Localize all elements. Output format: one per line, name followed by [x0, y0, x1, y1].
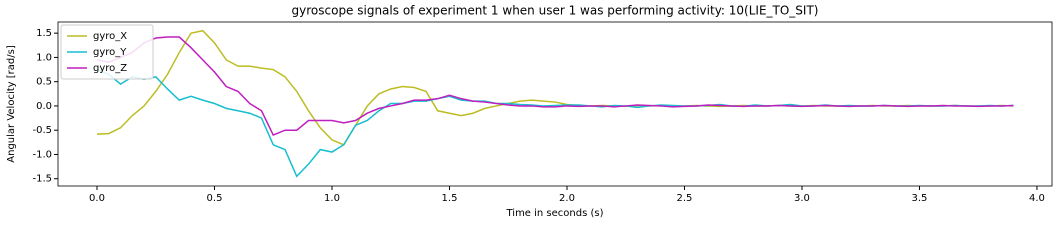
y-axis-label: Angular Velocity [rad/s] — [6, 45, 17, 163]
x-tick-label: 3.0 — [794, 193, 810, 204]
y-tick-label: 1.5 — [36, 28, 52, 39]
x-tick-label: 1.0 — [324, 193, 340, 204]
y-tick-label: 0.5 — [36, 77, 52, 88]
y-tick-label: 0.0 — [36, 101, 52, 112]
y-tick-label: -1.0 — [32, 149, 52, 160]
legend-label: gyro_X — [93, 31, 127, 42]
x-tick-label: 4.0 — [1029, 193, 1045, 204]
x-axis-label: Time in seconds (s) — [505, 208, 603, 219]
legend-box — [60, 24, 154, 80]
chart: gyroscope signals of experiment 1 when u… — [6, 4, 1053, 219]
x-tick-label: 1.5 — [442, 193, 458, 204]
legend-label: gyro_Y — [93, 47, 127, 58]
data-line — [96, 29, 1014, 146]
data-line — [96, 68, 1014, 178]
data-line — [96, 36, 1014, 137]
plot-frame — [57, 21, 1053, 187]
chart-title: gyroscope signals of experiment 1 when u… — [292, 4, 819, 18]
x-tick-label: 3.5 — [912, 193, 928, 204]
x-tick-label: 0.5 — [207, 193, 223, 204]
x-tick-label: 2.0 — [559, 193, 575, 204]
legend-label: gyro_Z — [93, 63, 127, 74]
x-tick-label: 0.0 — [89, 193, 105, 204]
y-tick-label: -1.5 — [32, 174, 52, 185]
y-tick-label: -0.5 — [32, 125, 52, 136]
y-tick-label: 1.0 — [36, 52, 52, 63]
x-tick-label: 2.5 — [677, 193, 693, 204]
